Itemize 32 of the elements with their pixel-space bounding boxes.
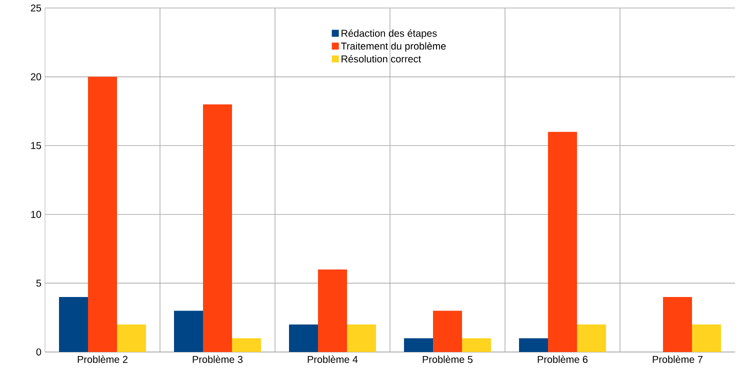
bar — [117, 324, 146, 352]
bar — [663, 296, 692, 352]
y-tick-label: 15 — [31, 142, 42, 150]
legend-label: Traitement du problème — [341, 42, 446, 52]
bar — [519, 338, 548, 352]
bar — [59, 296, 88, 352]
x-tick-label: Problème 6 — [538, 356, 588, 363]
bar — [289, 324, 318, 352]
bar — [203, 104, 232, 352]
bar — [404, 338, 434, 352]
bar — [318, 269, 348, 352]
bar — [548, 132, 578, 352]
y-tick-label: 25 — [30, 4, 42, 12]
x-tick-label: Problème 5 — [422, 356, 473, 363]
y-tick-label: 10 — [31, 210, 42, 218]
bar — [577, 324, 606, 352]
x-tick-label: Problème 3 — [192, 356, 243, 363]
bar — [174, 310, 204, 352]
y-tick-label: 5 — [36, 280, 42, 287]
bar — [232, 338, 262, 352]
bar — [462, 338, 492, 352]
x-tick-label: Problème 7 — [652, 356, 702, 363]
x-tick-label: Problème 2 — [78, 356, 128, 363]
legend-label: Rédaction des étapes — [342, 29, 437, 39]
bar — [692, 324, 722, 352]
bar — [433, 310, 462, 352]
y-tick-label: 0 — [36, 348, 42, 356]
x-tick-label: Problème 4 — [308, 356, 358, 363]
legend-label: Résolution correct — [342, 55, 422, 62]
bar — [88, 76, 118, 352]
bar — [347, 324, 376, 352]
y-tick-label: 20 — [30, 73, 42, 80]
